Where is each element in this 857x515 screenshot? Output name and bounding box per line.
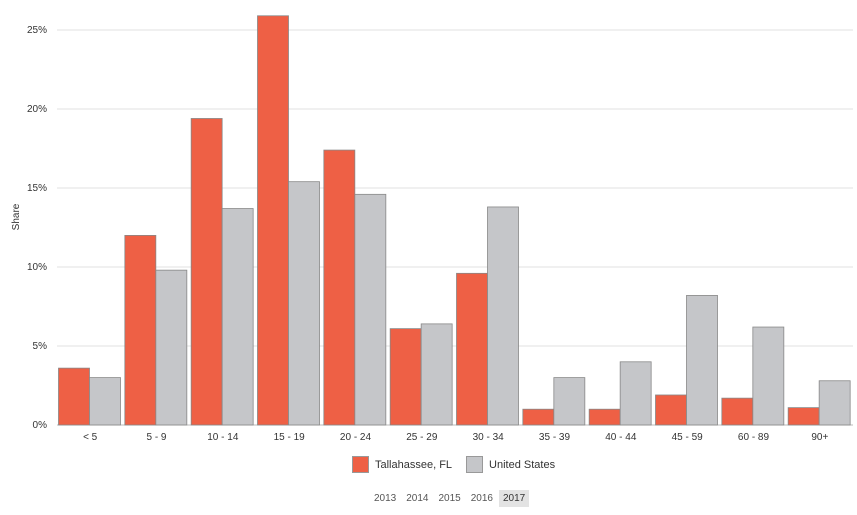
y-tick-label: 0% (33, 420, 48, 431)
bar-tallahassee[interactable] (323, 149, 356, 426)
bar-united-states[interactable] (487, 206, 519, 426)
legend-item-tallahassee[interactable]: Tallahassee, FL (352, 456, 452, 473)
year-button-2016[interactable]: 2016 (470, 493, 493, 504)
bars (58, 15, 851, 426)
legend-swatch-tallahassee (352, 456, 369, 473)
bar-tallahassee[interactable] (190, 118, 223, 426)
x-tick-label: 90+ (811, 432, 828, 443)
legend-swatch-united-states (466, 456, 484, 473)
bar-tallahassee[interactable] (721, 397, 754, 426)
y-axis-label: Share (11, 203, 22, 230)
year-button-2014[interactable]: 2014 (406, 493, 429, 504)
x-axis-ticks: < 5 5 - 9 10 - 14 15 - 19 20 - 24 25 - 29 30 -… (83, 432, 828, 443)
y-tick-label: 25% (27, 25, 47, 36)
x-tick-label: 40 - 44 (605, 432, 637, 443)
x-tick-label: 60 - 89 (738, 432, 770, 443)
bar-united-states[interactable] (221, 208, 254, 426)
y-tick-label: 15% (27, 183, 47, 194)
x-tick-label: 45 - 59 (672, 432, 704, 443)
year-button-2017[interactable]: 2017 (499, 490, 530, 507)
bar-united-states[interactable] (354, 193, 387, 426)
y-tick-label: 5% (33, 341, 48, 352)
x-tick-label: 10 - 14 (207, 432, 239, 443)
bar-united-states[interactable] (288, 181, 320, 426)
bar-tallahassee[interactable] (588, 408, 621, 426)
year-selector: 2013 2014 2015 2016 2017 (370, 490, 531, 507)
y-axis-ticks: 0% 5% 10% 15% 20% 25% (27, 25, 47, 431)
bar-united-states[interactable] (89, 377, 121, 426)
bar-tallahassee[interactable] (787, 407, 820, 426)
legend-label-united-states: United States (489, 458, 556, 471)
bar-united-states[interactable] (619, 361, 652, 426)
x-tick-label: 20 - 24 (340, 432, 372, 443)
legend-item-united-states[interactable]: United States (466, 456, 555, 473)
gridlines (57, 29, 853, 426)
legend-label-tallahassee: Tallahassee, FL (375, 458, 453, 471)
x-tick-label: < 5 (83, 432, 98, 443)
bar-tallahassee[interactable] (655, 394, 687, 426)
bar-tallahassee[interactable] (522, 408, 555, 426)
year-button-2013[interactable]: 2013 (374, 493, 397, 504)
bar-united-states[interactable] (818, 380, 851, 426)
bar-united-states[interactable] (686, 295, 718, 426)
x-tick-label: 15 - 19 (274, 432, 306, 443)
year-button-2015[interactable]: 2015 (438, 493, 461, 504)
y-tick-label: 20% (27, 104, 47, 115)
bar-tallahassee[interactable] (257, 15, 289, 426)
x-tick-label: 30 - 34 (473, 432, 505, 443)
bar-tallahassee[interactable] (124, 234, 157, 426)
bar-tallahassee[interactable] (58, 367, 90, 426)
bar-united-states[interactable] (752, 326, 785, 426)
y-tick-label: 10% (27, 262, 47, 273)
legend: Tallahassee, FL United States (352, 456, 555, 473)
bar-united-states[interactable] (553, 377, 586, 426)
bar-united-states[interactable] (155, 269, 188, 426)
bar-tallahassee[interactable] (456, 272, 488, 426)
bar-tallahassee[interactable] (389, 328, 422, 426)
x-tick-label: 35 - 39 (539, 432, 571, 443)
x-tick-label: 5 - 9 (146, 432, 166, 443)
bar-united-states[interactable] (420, 323, 453, 426)
x-tick-label: 25 - 29 (406, 432, 438, 443)
